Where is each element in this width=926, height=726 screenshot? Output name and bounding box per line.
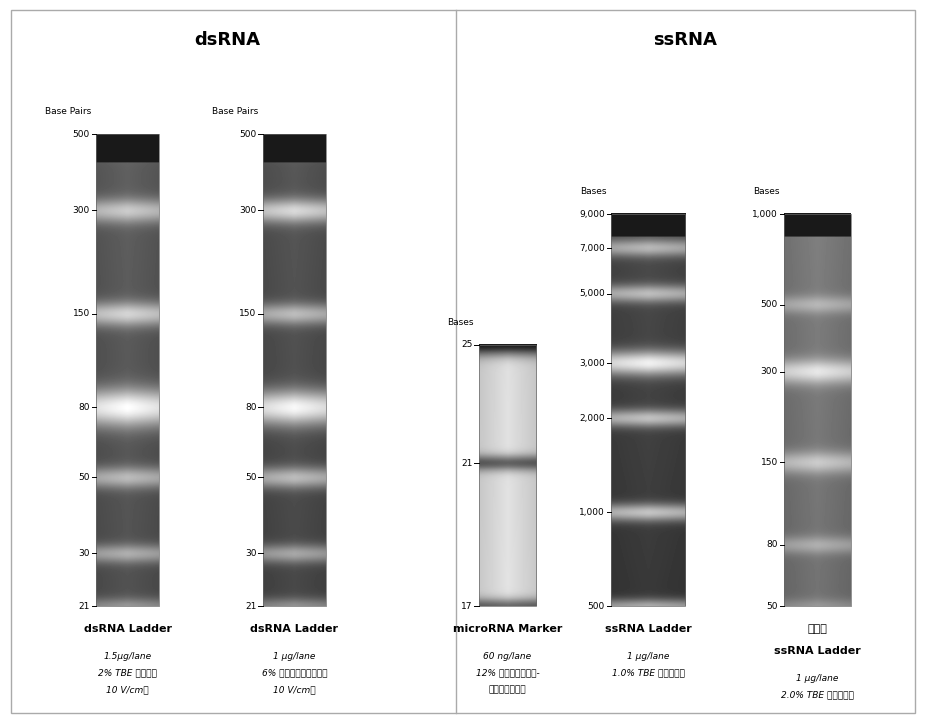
- Text: 1.0% TBE 凝胶电泳。: 1.0% TBE 凝胶电泳。: [612, 669, 684, 677]
- Bar: [784, 214, 851, 606]
- Text: 低范围: 低范围: [807, 624, 828, 635]
- Text: 50: 50: [767, 602, 778, 611]
- Text: 尿素凝胶电泳。: 尿素凝胶电泳。: [489, 685, 526, 694]
- Text: 12% 变性聚丙烯酰胺-: 12% 变性聚丙烯酰胺-: [476, 669, 539, 677]
- Text: 300: 300: [760, 367, 778, 376]
- Text: 17: 17: [461, 602, 472, 611]
- Text: Base Pairs: Base Pairs: [212, 107, 258, 116]
- Text: 2,000: 2,000: [579, 414, 605, 423]
- Text: 1 μg/lane: 1 μg/lane: [273, 652, 316, 661]
- Text: 1,000: 1,000: [579, 507, 605, 517]
- Text: 9,000: 9,000: [579, 210, 605, 219]
- Text: 80: 80: [245, 403, 257, 412]
- Text: 2.0% TBE 凝胶电泳。: 2.0% TBE 凝胶电泳。: [782, 690, 854, 699]
- Text: Bases: Bases: [447, 318, 474, 327]
- Text: 80: 80: [767, 540, 778, 549]
- Text: 60 ng/lane: 60 ng/lane: [483, 652, 532, 661]
- Text: 6% 聚丙烯酰胺凝胶电泳: 6% 聚丙烯酰胺凝胶电泳: [262, 669, 327, 677]
- Text: Bases: Bases: [753, 187, 780, 196]
- Text: ssRNA Ladder: ssRNA Ladder: [774, 646, 861, 656]
- Text: dsRNA Ladder: dsRNA Ladder: [250, 624, 339, 635]
- Text: 500: 500: [760, 301, 778, 309]
- Text: dsRNA Ladder: dsRNA Ladder: [83, 624, 172, 635]
- Bar: [263, 134, 326, 606]
- Text: 21: 21: [461, 459, 472, 468]
- Text: 1 μg/lane: 1 μg/lane: [627, 652, 669, 661]
- Text: 150: 150: [760, 458, 778, 467]
- Text: 30: 30: [79, 549, 90, 558]
- Text: Base Pairs: Base Pairs: [45, 107, 92, 116]
- Text: 21: 21: [245, 602, 257, 611]
- Bar: [96, 134, 159, 606]
- Text: 25: 25: [461, 340, 472, 349]
- Bar: [611, 214, 685, 606]
- Text: dsRNA: dsRNA: [194, 31, 260, 49]
- Text: 300: 300: [72, 206, 90, 215]
- Text: 7,000: 7,000: [579, 244, 605, 253]
- Text: ssRNA: ssRNA: [654, 31, 717, 49]
- Text: 10 V/cm。: 10 V/cm。: [273, 685, 316, 694]
- Text: Bases: Bases: [580, 187, 607, 196]
- Text: 150: 150: [72, 309, 90, 318]
- Bar: [479, 345, 536, 606]
- Text: 50: 50: [79, 473, 90, 481]
- Text: 30: 30: [245, 549, 257, 558]
- Text: 80: 80: [79, 403, 90, 412]
- Text: 3,000: 3,000: [579, 359, 605, 367]
- Text: 10 V/cm。: 10 V/cm。: [106, 685, 149, 694]
- Text: 500: 500: [239, 130, 257, 139]
- Text: 500: 500: [587, 602, 605, 611]
- Text: 21: 21: [79, 602, 90, 611]
- Text: microRNA Marker: microRNA Marker: [453, 624, 562, 635]
- Text: 1,000: 1,000: [752, 210, 778, 219]
- Text: 150: 150: [239, 309, 257, 318]
- Text: ssRNA Ladder: ssRNA Ladder: [605, 624, 692, 635]
- Text: 1 μg/lane: 1 μg/lane: [796, 674, 839, 682]
- Text: 500: 500: [72, 130, 90, 139]
- Text: 300: 300: [239, 206, 257, 215]
- Text: 1.5μg/lane: 1.5μg/lane: [104, 652, 152, 661]
- Text: 50: 50: [245, 473, 257, 481]
- Text: 2% TBE 凝胶电泳: 2% TBE 凝胶电泳: [98, 669, 157, 677]
- Text: 5,000: 5,000: [579, 290, 605, 298]
